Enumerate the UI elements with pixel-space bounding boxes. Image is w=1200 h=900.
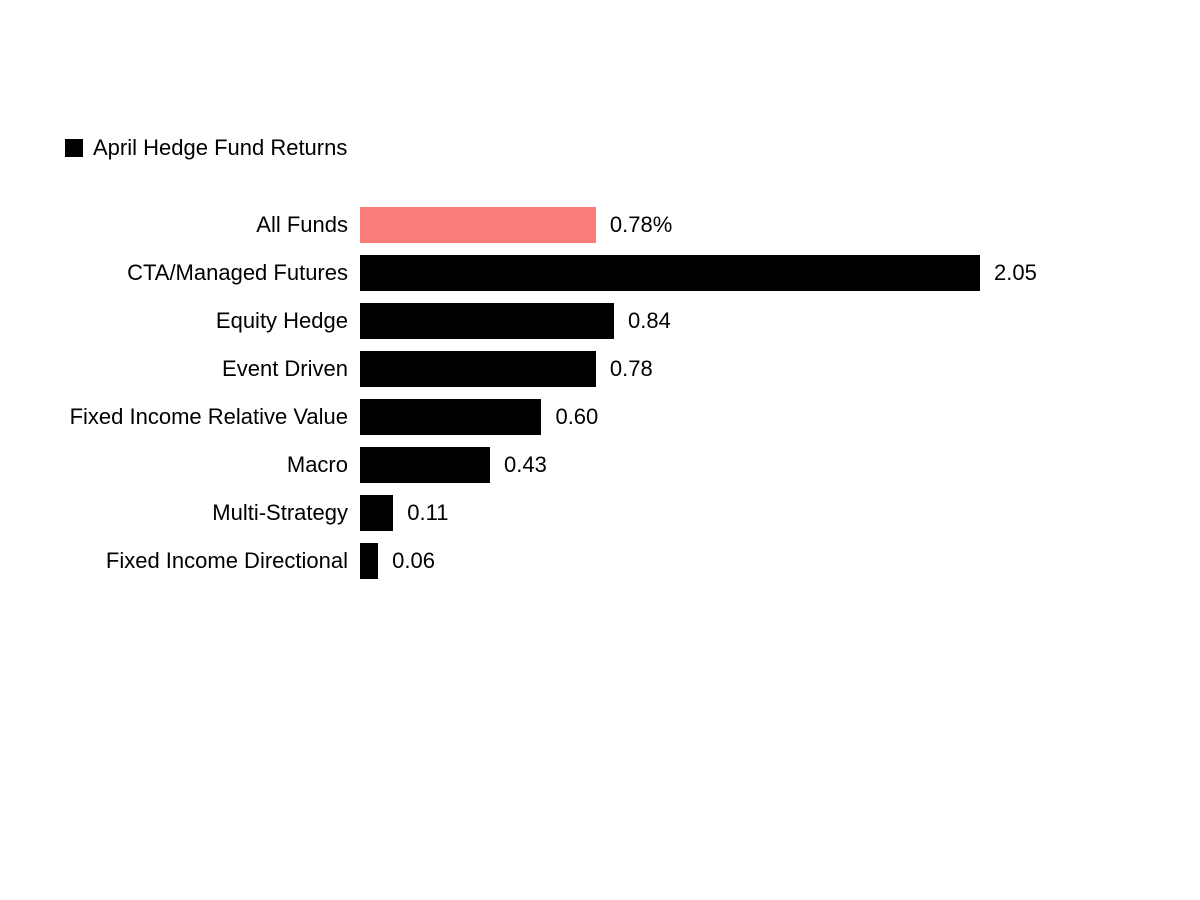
hedge-fund-returns-chart: April Hedge Fund Returns All Funds 0.78% C… bbox=[65, 135, 1135, 585]
bar-track: 0.43 bbox=[360, 441, 980, 489]
category-label: Event Driven bbox=[65, 356, 360, 382]
value-label: 0.78 bbox=[596, 356, 653, 382]
bar-rect bbox=[360, 207, 596, 243]
bar-row: Fixed Income Relative Value 0.60 bbox=[65, 393, 1135, 441]
bar-track: 0.60 bbox=[360, 393, 980, 441]
bar-rect bbox=[360, 399, 541, 435]
bar-track: 0.78 bbox=[360, 345, 980, 393]
category-label: Macro bbox=[65, 452, 360, 478]
bar-rect bbox=[360, 351, 596, 387]
bar-rect bbox=[360, 303, 614, 339]
bar-row: CTA/Managed Futures 2.05 bbox=[65, 249, 1135, 297]
category-label: Equity Hedge bbox=[65, 308, 360, 334]
value-label: 0.78% bbox=[596, 212, 672, 238]
bar-rect bbox=[360, 495, 393, 531]
bar-track: 0.84 bbox=[360, 297, 980, 345]
value-label: 0.11 bbox=[393, 500, 448, 526]
bar-track: 0.78% bbox=[360, 201, 980, 249]
value-label: 0.60 bbox=[541, 404, 598, 430]
value-label: 0.06 bbox=[378, 548, 435, 574]
value-label: 0.43 bbox=[490, 452, 547, 478]
bar-rect bbox=[360, 543, 378, 579]
category-label: CTA/Managed Futures bbox=[65, 260, 360, 286]
bar-rect bbox=[360, 447, 490, 483]
category-label: Fixed Income Relative Value bbox=[65, 404, 360, 430]
bar-track: 2.05 bbox=[360, 249, 1037, 297]
bar-row: Equity Hedge 0.84 bbox=[65, 297, 1135, 345]
bar-row: Fixed Income Directional 0.06 bbox=[65, 537, 1135, 585]
chart-legend: April Hedge Fund Returns bbox=[65, 135, 1135, 161]
legend-swatch bbox=[65, 139, 83, 157]
bar-track: 0.11 bbox=[360, 489, 980, 537]
bar-rect bbox=[360, 255, 980, 291]
bar-row: Event Driven 0.78 bbox=[65, 345, 1135, 393]
category-label: Fixed Income Directional bbox=[65, 548, 360, 574]
bars-area: All Funds 0.78% CTA/Managed Futures 2.05 Equ… bbox=[65, 201, 1135, 585]
category-label: Multi-Strategy bbox=[65, 500, 360, 526]
bar-row: All Funds 0.78% bbox=[65, 201, 1135, 249]
bar-track: 0.06 bbox=[360, 537, 980, 585]
value-label: 0.84 bbox=[614, 308, 671, 334]
bar-row: Multi-Strategy 0.11 bbox=[65, 489, 1135, 537]
bar-row: Macro 0.43 bbox=[65, 441, 1135, 489]
legend-label: April Hedge Fund Returns bbox=[93, 135, 347, 161]
category-label: All Funds bbox=[65, 212, 360, 238]
value-label: 2.05 bbox=[980, 260, 1037, 286]
